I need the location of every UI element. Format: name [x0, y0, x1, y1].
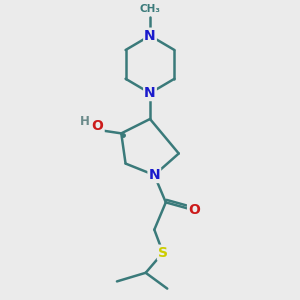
- Text: H: H: [80, 115, 89, 128]
- Text: CH₃: CH₃: [140, 4, 160, 14]
- Text: O: O: [188, 202, 200, 217]
- Text: N: N: [148, 168, 160, 182]
- Text: S: S: [158, 246, 168, 260]
- Text: O: O: [92, 119, 103, 133]
- Text: N: N: [144, 86, 156, 100]
- Text: N: N: [144, 28, 156, 43]
